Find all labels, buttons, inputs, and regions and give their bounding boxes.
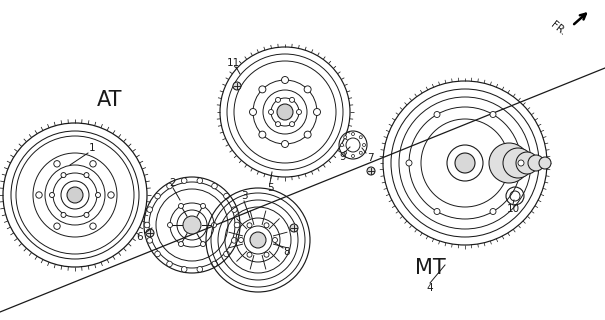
Circle shape xyxy=(232,237,237,243)
Circle shape xyxy=(344,136,347,139)
Text: 11: 11 xyxy=(226,58,240,68)
Circle shape xyxy=(147,207,152,212)
Circle shape xyxy=(434,209,440,214)
Text: FR.: FR. xyxy=(549,20,567,38)
Circle shape xyxy=(232,207,237,212)
Text: 2: 2 xyxy=(169,178,176,188)
Circle shape xyxy=(84,172,89,178)
Circle shape xyxy=(67,187,83,203)
Circle shape xyxy=(168,222,172,228)
Circle shape xyxy=(352,132,355,135)
Text: 1: 1 xyxy=(89,143,96,153)
Circle shape xyxy=(200,242,206,246)
Circle shape xyxy=(503,148,533,178)
Circle shape xyxy=(96,193,100,197)
Circle shape xyxy=(50,193,54,197)
Circle shape xyxy=(304,86,311,93)
Circle shape xyxy=(233,82,241,90)
Circle shape xyxy=(290,122,295,127)
Circle shape xyxy=(275,122,281,127)
Circle shape xyxy=(264,252,269,257)
Circle shape xyxy=(281,140,289,148)
Circle shape xyxy=(406,160,412,166)
Circle shape xyxy=(61,172,66,178)
Circle shape xyxy=(146,229,154,237)
Circle shape xyxy=(277,104,293,120)
Circle shape xyxy=(518,160,524,166)
Circle shape xyxy=(234,222,240,228)
Circle shape xyxy=(144,222,150,228)
Circle shape xyxy=(259,131,266,138)
Circle shape xyxy=(167,183,172,189)
Circle shape xyxy=(362,143,365,147)
Circle shape xyxy=(259,86,266,93)
Circle shape xyxy=(90,161,96,167)
Circle shape xyxy=(200,204,206,208)
Circle shape xyxy=(54,161,61,167)
Text: 9: 9 xyxy=(339,152,346,162)
Circle shape xyxy=(275,97,281,102)
Circle shape xyxy=(212,222,217,228)
Circle shape xyxy=(178,242,183,246)
Circle shape xyxy=(352,155,355,157)
Text: 7: 7 xyxy=(367,153,373,163)
Circle shape xyxy=(197,267,203,272)
Circle shape xyxy=(90,223,96,229)
Text: 3: 3 xyxy=(241,191,247,201)
Circle shape xyxy=(304,131,311,138)
Text: 4: 4 xyxy=(427,283,433,293)
Circle shape xyxy=(296,109,301,115)
Circle shape xyxy=(367,167,375,175)
Circle shape xyxy=(269,109,273,115)
Circle shape xyxy=(264,223,269,228)
Circle shape xyxy=(359,151,362,154)
Circle shape xyxy=(489,143,529,183)
Circle shape xyxy=(290,224,298,232)
Circle shape xyxy=(490,209,496,214)
Circle shape xyxy=(212,261,217,267)
Text: 6: 6 xyxy=(137,232,143,242)
Circle shape xyxy=(313,108,321,116)
Circle shape xyxy=(61,212,66,217)
Circle shape xyxy=(250,232,266,248)
Circle shape xyxy=(147,237,152,243)
Circle shape xyxy=(224,193,229,199)
Circle shape xyxy=(290,97,295,102)
Circle shape xyxy=(341,143,344,147)
Circle shape xyxy=(212,183,217,189)
Circle shape xyxy=(272,237,278,243)
Text: MT: MT xyxy=(414,258,445,278)
Circle shape xyxy=(183,216,201,234)
Circle shape xyxy=(344,151,347,154)
Circle shape xyxy=(281,76,289,84)
Circle shape xyxy=(528,155,544,171)
Circle shape xyxy=(84,212,89,217)
Circle shape xyxy=(455,153,475,173)
Circle shape xyxy=(238,237,243,243)
Circle shape xyxy=(167,261,172,267)
Circle shape xyxy=(359,136,362,139)
Text: AT: AT xyxy=(97,90,123,110)
Circle shape xyxy=(155,193,160,199)
Circle shape xyxy=(539,157,551,169)
Circle shape xyxy=(434,111,440,117)
Circle shape xyxy=(249,108,257,116)
Circle shape xyxy=(516,152,538,174)
Circle shape xyxy=(247,223,252,228)
Text: 5: 5 xyxy=(267,183,273,193)
Circle shape xyxy=(182,267,187,272)
Text: 10: 10 xyxy=(506,204,520,214)
Circle shape xyxy=(247,252,252,257)
Circle shape xyxy=(182,178,187,183)
Circle shape xyxy=(155,251,160,257)
Circle shape xyxy=(224,251,229,257)
Circle shape xyxy=(108,192,114,198)
Circle shape xyxy=(490,111,496,117)
Circle shape xyxy=(54,223,61,229)
Circle shape xyxy=(197,178,203,183)
Text: 8: 8 xyxy=(284,247,290,257)
Circle shape xyxy=(36,192,42,198)
Circle shape xyxy=(178,204,183,208)
